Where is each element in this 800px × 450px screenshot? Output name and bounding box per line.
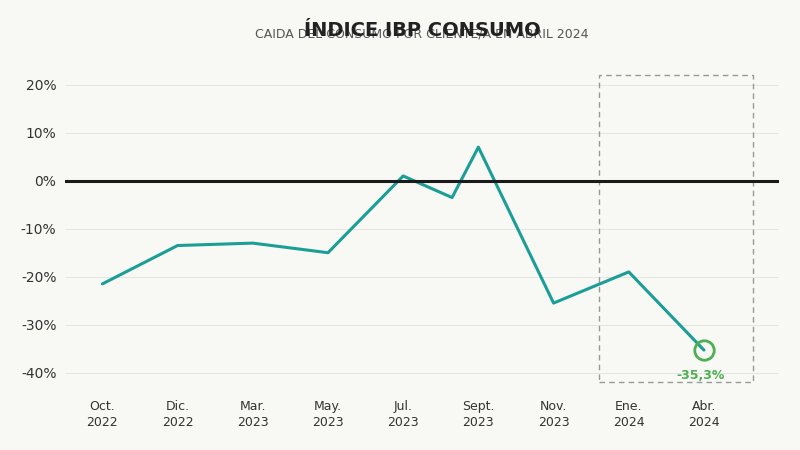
Text: -35,3%: -35,3%	[676, 369, 724, 382]
Title: ÍNDICE IBP CONSUMO: ÍNDICE IBP CONSUMO	[304, 21, 540, 40]
Text: CAIDA DEL CONSUMO POR CLIENTE/A EN ABRIL 2024: CAIDA DEL CONSUMO POR CLIENTE/A EN ABRIL…	[255, 28, 589, 41]
Bar	[598, 75, 753, 382]
